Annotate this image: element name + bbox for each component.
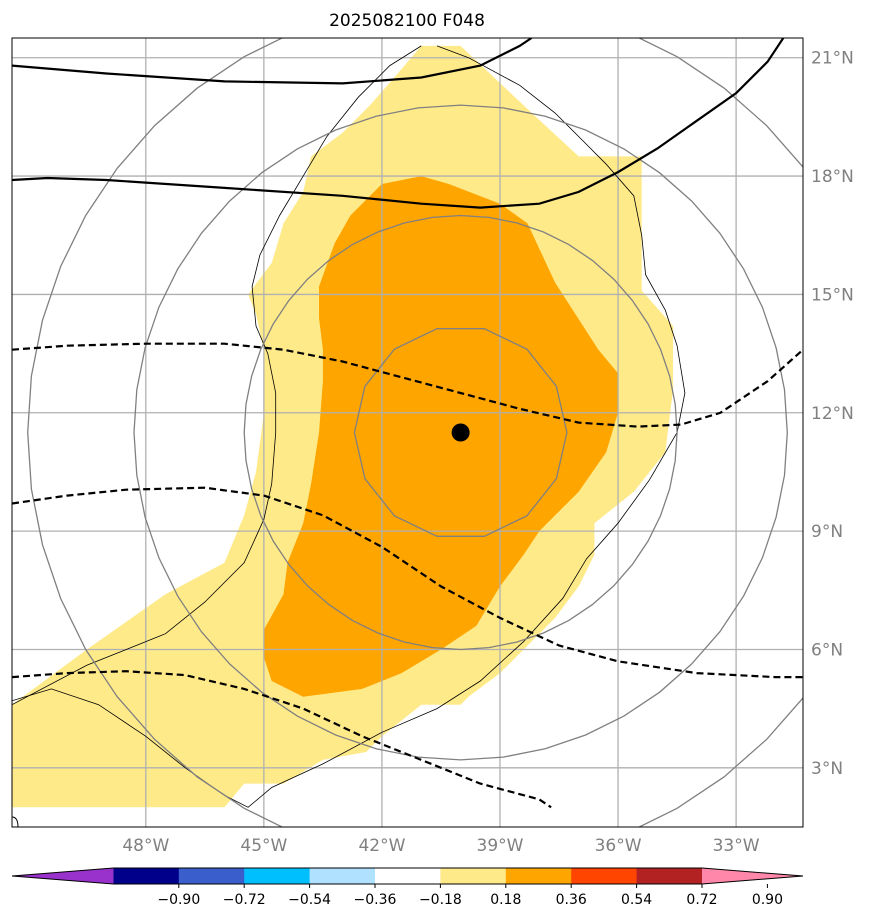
map-area	[12, 38, 803, 827]
range-ring-3	[27, 38, 803, 827]
range-ring-0	[353, 328, 568, 537]
lon-tick-label: 33°W	[713, 836, 760, 856]
map-frame	[11, 37, 804, 828]
latitude-ticks: 3°N 6°N 9°N 12°N 15°N 18°N 21°N	[811, 49, 854, 779]
colorbar-segment	[505, 868, 572, 884]
lat-tick-label: 15°N	[811, 285, 854, 305]
filled-contours	[12, 45, 674, 808]
lon-tick-label: 39°W	[477, 836, 524, 856]
colorbar-segment	[178, 868, 245, 884]
lat-tick-label: 12°N	[811, 404, 854, 424]
colorbar-tick-label: −0.90	[157, 892, 200, 908]
colorbar-tick-label: 0.72	[686, 892, 717, 908]
range-rings	[27, 38, 803, 827]
colorbar-tick-label: 0.18	[490, 892, 521, 908]
colorbar-tick-label: −0.36	[354, 892, 397, 908]
colorbar-tick-label: 0.36	[556, 892, 587, 908]
colorbar-segment	[113, 868, 180, 884]
colorbar-segment	[636, 868, 703, 884]
lat-tick-label: 6°N	[811, 640, 843, 660]
colorbar-segment	[309, 868, 376, 884]
colorbar-tick-label: 0.90	[752, 892, 783, 908]
dashed-contour-0	[12, 342, 803, 428]
dashed-contour-2	[12, 670, 552, 809]
lon-tick-label: 48°W	[122, 836, 169, 856]
lat-tick-label: 3°N	[811, 759, 843, 779]
solid-contour-1	[12, 38, 785, 209]
filled-contour-1	[263, 176, 618, 697]
colorbar-extend-left	[12, 868, 114, 884]
colorbar: −0.90 −0.72 −0.54 −0.36 −0.18 0.18 0.36 0.54 0.7…	[11, 867, 804, 908]
solid-contour-0	[12, 38, 533, 85]
chart-title: 2025082100 F048	[329, 11, 485, 31]
storm-center-marker	[451, 423, 470, 442]
colorbar-tick-label: 0.54	[621, 892, 652, 908]
gridlines	[12, 38, 803, 827]
colorbar-segment	[244, 868, 311, 884]
contour-lines	[12, 38, 803, 809]
range-ring-1	[243, 214, 678, 651]
colorbar-tick-label: −0.18	[419, 892, 462, 908]
colorbar-extend-right	[702, 868, 803, 884]
lat-tick-label: 21°N	[811, 49, 854, 69]
thin-outline-2	[12, 45, 422, 706]
colorbar-tick-label: −0.72	[223, 892, 266, 908]
lon-tick-label: 42°W	[358, 836, 405, 856]
corner-outline	[12, 816, 19, 827]
colorbar-segment	[440, 868, 507, 884]
lon-tick-label: 45°W	[240, 836, 287, 856]
lat-tick-label: 9°N	[811, 522, 843, 542]
longitude-ticks: 48°W 45°W 42°W 39°W 36°W 33°W	[122, 836, 759, 856]
lat-tick-label: 18°N	[811, 167, 854, 187]
colorbar-segment	[571, 868, 638, 884]
colorbar-outline	[11, 867, 804, 885]
lon-tick-label: 36°W	[595, 836, 642, 856]
colorbar-segment	[375, 868, 441, 884]
center-markers	[12, 423, 470, 827]
colorbar-tick-label: −0.54	[288, 892, 331, 908]
range-ring-2	[133, 104, 788, 761]
